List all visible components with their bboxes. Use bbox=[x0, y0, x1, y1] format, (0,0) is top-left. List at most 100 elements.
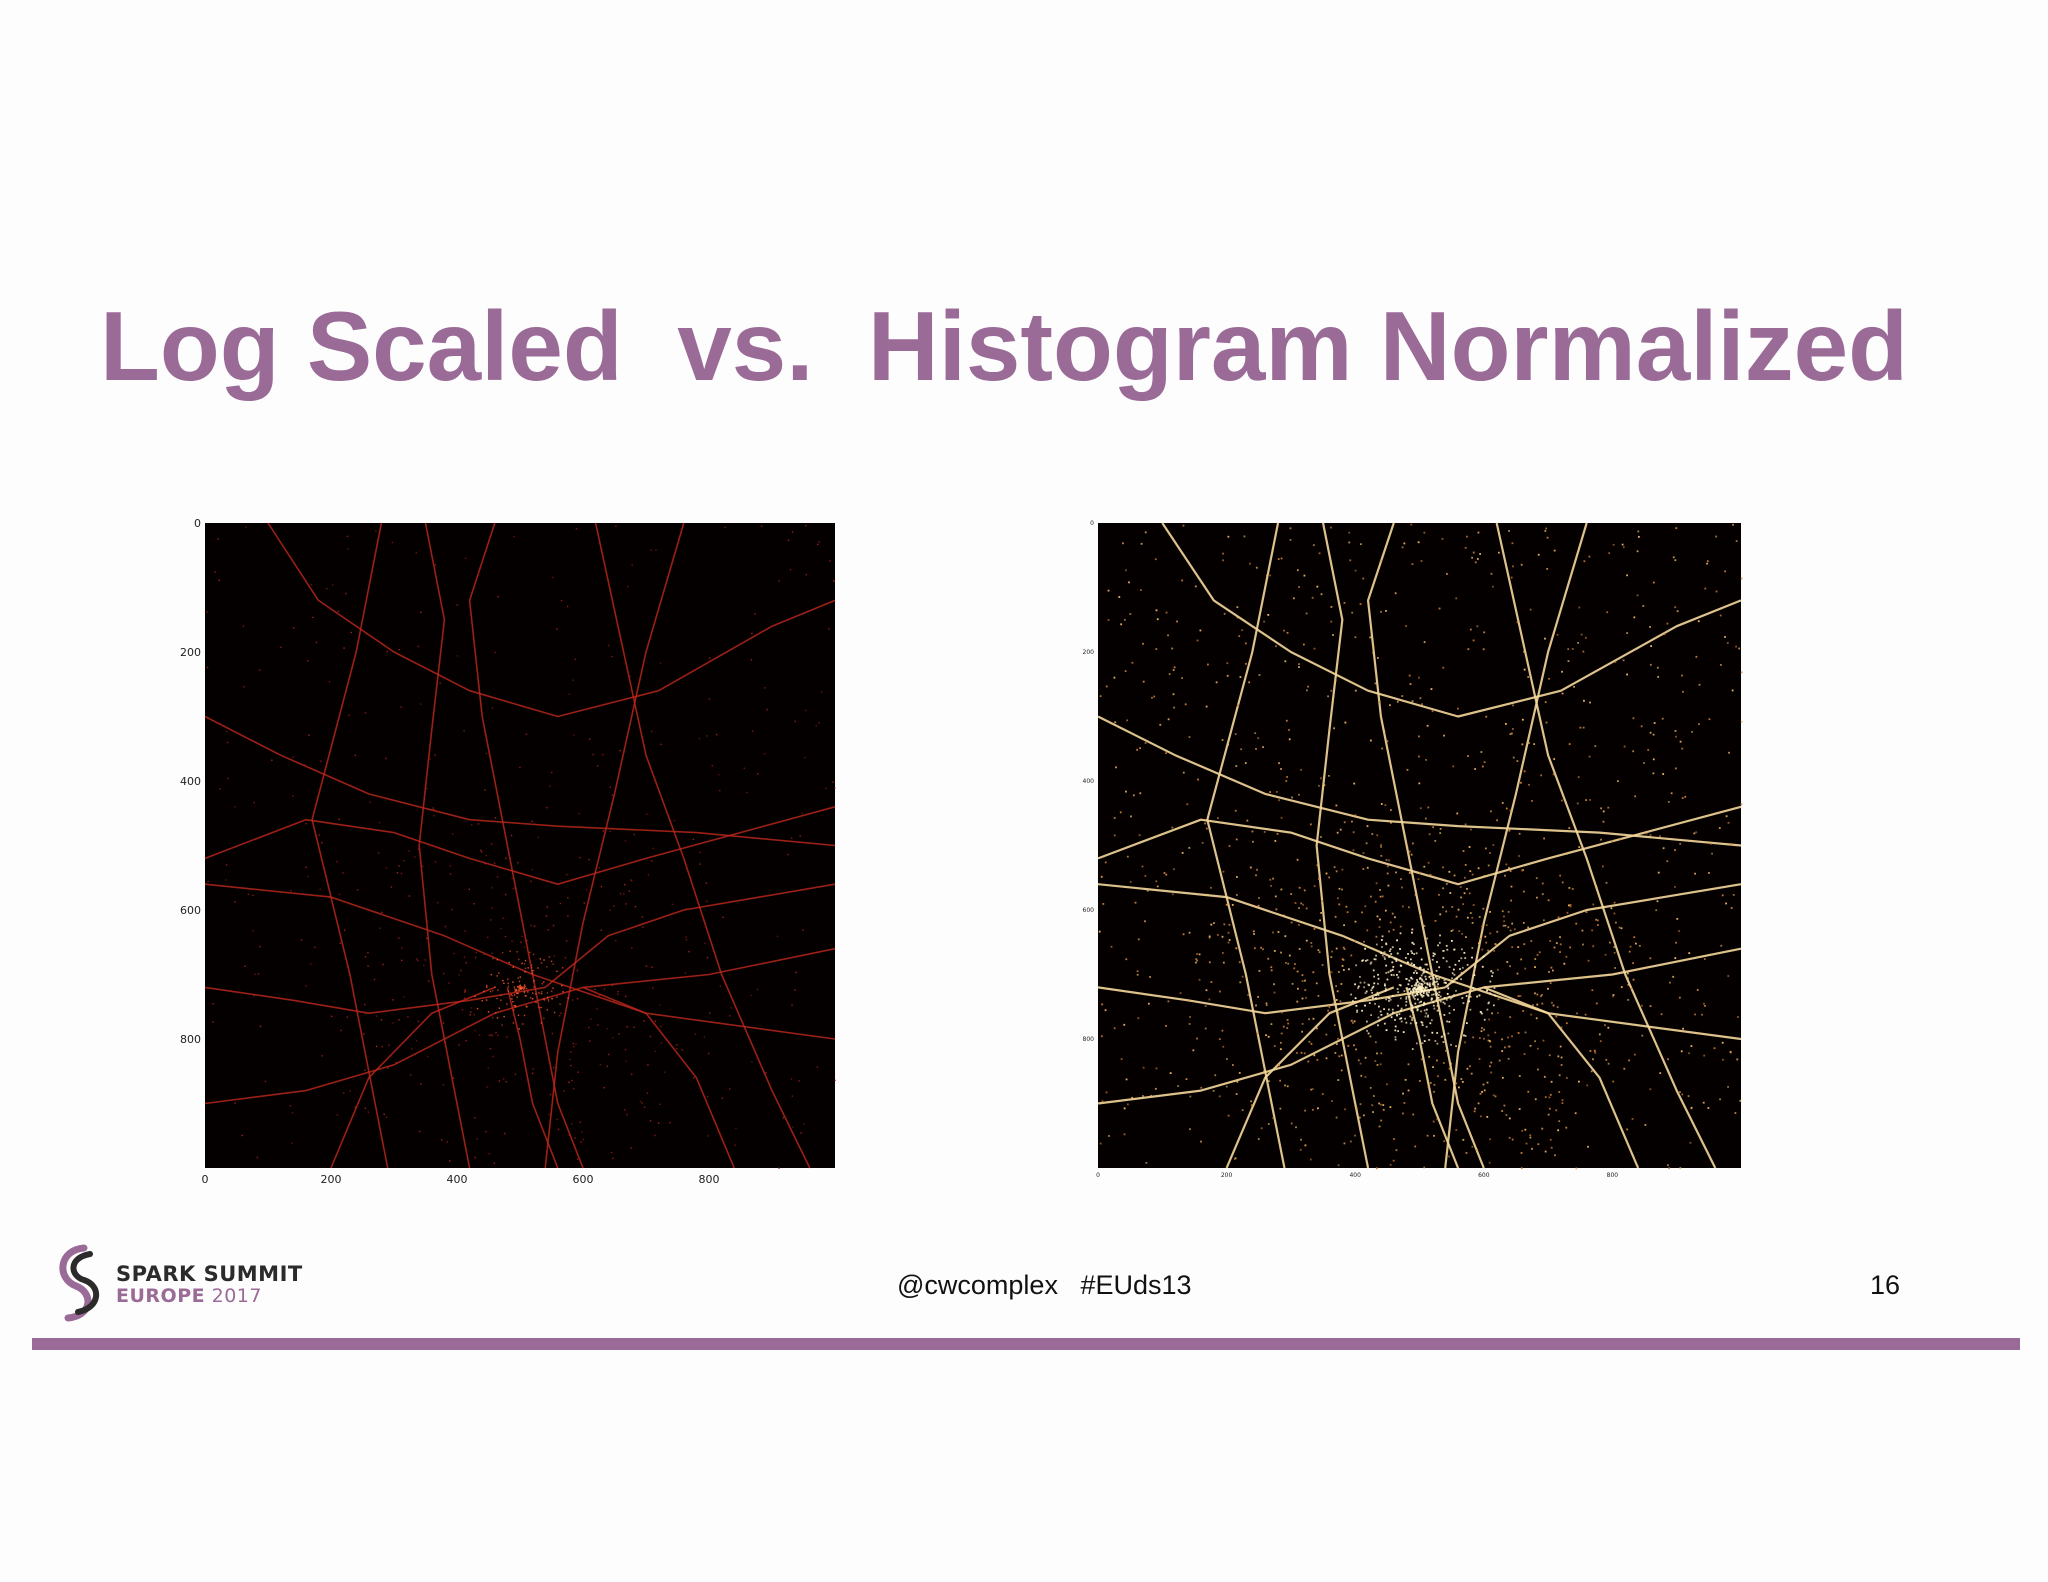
street-pixel bbox=[1349, 559, 1352, 562]
street-pixel bbox=[1284, 660, 1287, 663]
street-pixel bbox=[1652, 581, 1655, 584]
street-pixel bbox=[219, 788, 221, 790]
y-tick-label: 0 bbox=[1090, 520, 1094, 527]
street-pixel bbox=[1574, 1112, 1577, 1115]
street-pixel bbox=[1679, 1091, 1681, 1093]
street-pixel bbox=[1375, 997, 1377, 1000]
street-pixel bbox=[1196, 953, 1199, 955]
street-pixel bbox=[1459, 968, 1461, 970]
street-pixel bbox=[1359, 603, 1362, 605]
street-pixel bbox=[706, 1096, 709, 1098]
street-pixel bbox=[1390, 974, 1393, 976]
street-pixel bbox=[1508, 829, 1511, 832]
street-pixel bbox=[1673, 886, 1676, 888]
street-pixel bbox=[1330, 620, 1333, 623]
street-pixel bbox=[699, 851, 701, 854]
street-pixel bbox=[1380, 610, 1382, 613]
street-pixel bbox=[398, 937, 400, 939]
street-pixel bbox=[1540, 774, 1543, 777]
street-pixel bbox=[1453, 994, 1455, 997]
street-pixel bbox=[1489, 1045, 1492, 1048]
street-pixel bbox=[1351, 820, 1353, 823]
street-pixel bbox=[549, 785, 551, 787]
street-pixel bbox=[1740, 803, 1743, 806]
street-pixel bbox=[1478, 1058, 1481, 1060]
street-pixel bbox=[1380, 1119, 1383, 1122]
street-pixel bbox=[1378, 1125, 1381, 1128]
road-line bbox=[1366, 522, 1485, 1169]
street-pixel bbox=[1386, 740, 1389, 743]
street-pixel bbox=[1298, 886, 1301, 889]
street-pixel bbox=[1272, 1117, 1275, 1119]
street-pixel bbox=[531, 998, 534, 1000]
street-pixel bbox=[1108, 1135, 1110, 1137]
street-pixel bbox=[500, 994, 502, 997]
street-pixel bbox=[433, 815, 435, 817]
street-pixel bbox=[1320, 777, 1322, 780]
street-pixel bbox=[1141, 865, 1144, 868]
street-pixel bbox=[1254, 732, 1257, 735]
street-pixel bbox=[1675, 941, 1677, 944]
street-pixel bbox=[1257, 996, 1260, 998]
street-pixel bbox=[1435, 969, 1438, 972]
street-pixel bbox=[625, 1060, 627, 1062]
street-pixel bbox=[1340, 983, 1343, 985]
street-pixel bbox=[518, 985, 520, 987]
street-pixel bbox=[1568, 743, 1571, 745]
street-pixel bbox=[498, 1007, 501, 1009]
street-pixel bbox=[330, 1015, 333, 1017]
street-pixel bbox=[1390, 1016, 1393, 1019]
street-pixel bbox=[1491, 971, 1494, 974]
street-pixel bbox=[626, 1026, 628, 1028]
street-pixel bbox=[577, 989, 579, 992]
street-pixel bbox=[626, 585, 629, 588]
street-pixel bbox=[1365, 990, 1368, 993]
street-pixel bbox=[1223, 612, 1226, 615]
street-pixel bbox=[1244, 762, 1247, 764]
street-pixel bbox=[1442, 1001, 1445, 1004]
street-pixel bbox=[1554, 1154, 1556, 1157]
street-pixel bbox=[1300, 902, 1303, 905]
street-pixel bbox=[1621, 543, 1624, 546]
street-pixel bbox=[1187, 1000, 1190, 1003]
street-pixel bbox=[1503, 920, 1506, 923]
street-pixel bbox=[423, 964, 425, 967]
street-pixel bbox=[1256, 1032, 1259, 1035]
street-pixel bbox=[671, 903, 674, 906]
street-pixel bbox=[1341, 868, 1344, 871]
street-pixel bbox=[509, 950, 511, 952]
street-pixel bbox=[1690, 1045, 1693, 1047]
street-pixel bbox=[1222, 559, 1224, 562]
street-pixel bbox=[1442, 1062, 1445, 1064]
street-pixel bbox=[1155, 880, 1158, 883]
street-pixel bbox=[1386, 872, 1389, 875]
street-pixel bbox=[650, 549, 652, 551]
street-pixel bbox=[1225, 1085, 1228, 1088]
street-pixel bbox=[516, 985, 519, 988]
street-pixel bbox=[1279, 1079, 1282, 1082]
street-pixel bbox=[794, 720, 796, 723]
street-pixel bbox=[507, 985, 510, 988]
street-pixel bbox=[225, 879, 227, 881]
street-pixel bbox=[364, 712, 367, 714]
street-pixel bbox=[1431, 958, 1434, 961]
street-pixel bbox=[1396, 700, 1399, 703]
street-pixel bbox=[485, 1130, 487, 1133]
street-pixel bbox=[709, 1012, 711, 1014]
street-pixel bbox=[494, 651, 497, 654]
street-pixel bbox=[1708, 718, 1711, 721]
street-pixel bbox=[1455, 915, 1458, 918]
street-pixel bbox=[1381, 747, 1384, 750]
street-pixel bbox=[1412, 996, 1415, 999]
street-pixel bbox=[1425, 963, 1428, 966]
street-pixel bbox=[1372, 985, 1375, 988]
street-pixel bbox=[1442, 906, 1444, 909]
x-tick-label: 600 bbox=[573, 1173, 594, 1186]
street-pixel bbox=[1486, 1081, 1489, 1084]
street-pixel bbox=[634, 905, 637, 908]
street-pixel bbox=[492, 1055, 494, 1058]
street-pixel bbox=[540, 990, 543, 993]
street-pixel bbox=[1740, 577, 1743, 580]
street-pixel bbox=[1273, 950, 1276, 952]
